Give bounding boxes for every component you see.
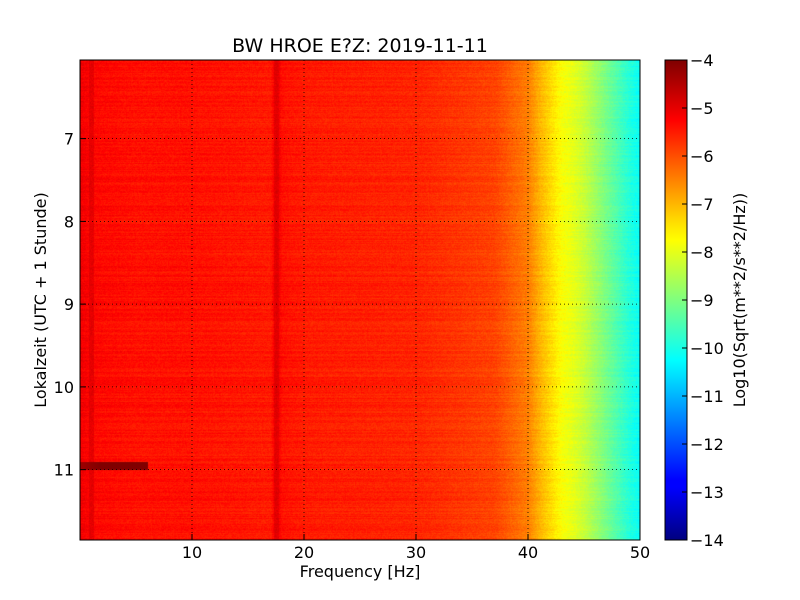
colorbar: −4 −5 −6 −7 −8 −9 −10 −11 −12 −13 −14 Log10(Sqrt(m…: [664, 51, 749, 550]
y-tick-label: 10: [54, 378, 74, 397]
y-tick-label: 7: [64, 130, 74, 149]
colorbar-tick-label: −11: [690, 387, 724, 406]
colorbar-tick-label: −7: [690, 195, 714, 214]
x-tick-label: 30: [406, 543, 426, 562]
x-tick-label: 10: [182, 543, 202, 562]
chart-title: BW HROE E?Z: 2019-11-11: [232, 35, 488, 57]
colorbar-tick-label: −10: [690, 339, 724, 358]
y-tick-label: 11: [54, 461, 74, 480]
y-axis-label: Lokalzeit (UTC + 1 Stunde): [31, 192, 50, 407]
spectrogram-plot: 10 20 30 40 50 7 8 9 10 11: [54, 59, 650, 562]
plot-frame: [79, 59, 641, 541]
colorbar-ticks: −4 −5 −6 −7 −8 −9 −10 −11 −12 −13 −14: [682, 51, 724, 550]
x-axis-ticks: 10 20 30 40 50: [182, 534, 650, 562]
colorbar-tick-label: −6: [690, 147, 714, 166]
colorbar-tick-label: −8: [690, 243, 714, 262]
x-tick-label: 20: [294, 543, 314, 562]
spectrogram-image: [80, 60, 640, 540]
grid-lines: [80, 60, 640, 540]
x-axis-label: Frequency [Hz]: [300, 562, 421, 581]
y-tick-label: 8: [64, 212, 74, 231]
x-tick-label: 50: [630, 543, 650, 562]
colorbar-tick-label: −9: [690, 291, 714, 310]
y-axis-ticks: 7 8 9 10 11: [54, 130, 86, 480]
colorbar-tick-label: −4: [690, 51, 714, 70]
colorbar-tick-label: −14: [690, 531, 724, 550]
x-tick-label: 40: [518, 543, 538, 562]
colorbar-label: Log10(Sqrt(m**2/s**2/Hz)): [730, 193, 749, 408]
colorbar-tick-label: −12: [690, 435, 724, 454]
colorbar-tick-label: −13: [690, 483, 724, 502]
colorbar-tick-label: −5: [690, 99, 714, 118]
y-tick-label: 9: [64, 295, 74, 314]
